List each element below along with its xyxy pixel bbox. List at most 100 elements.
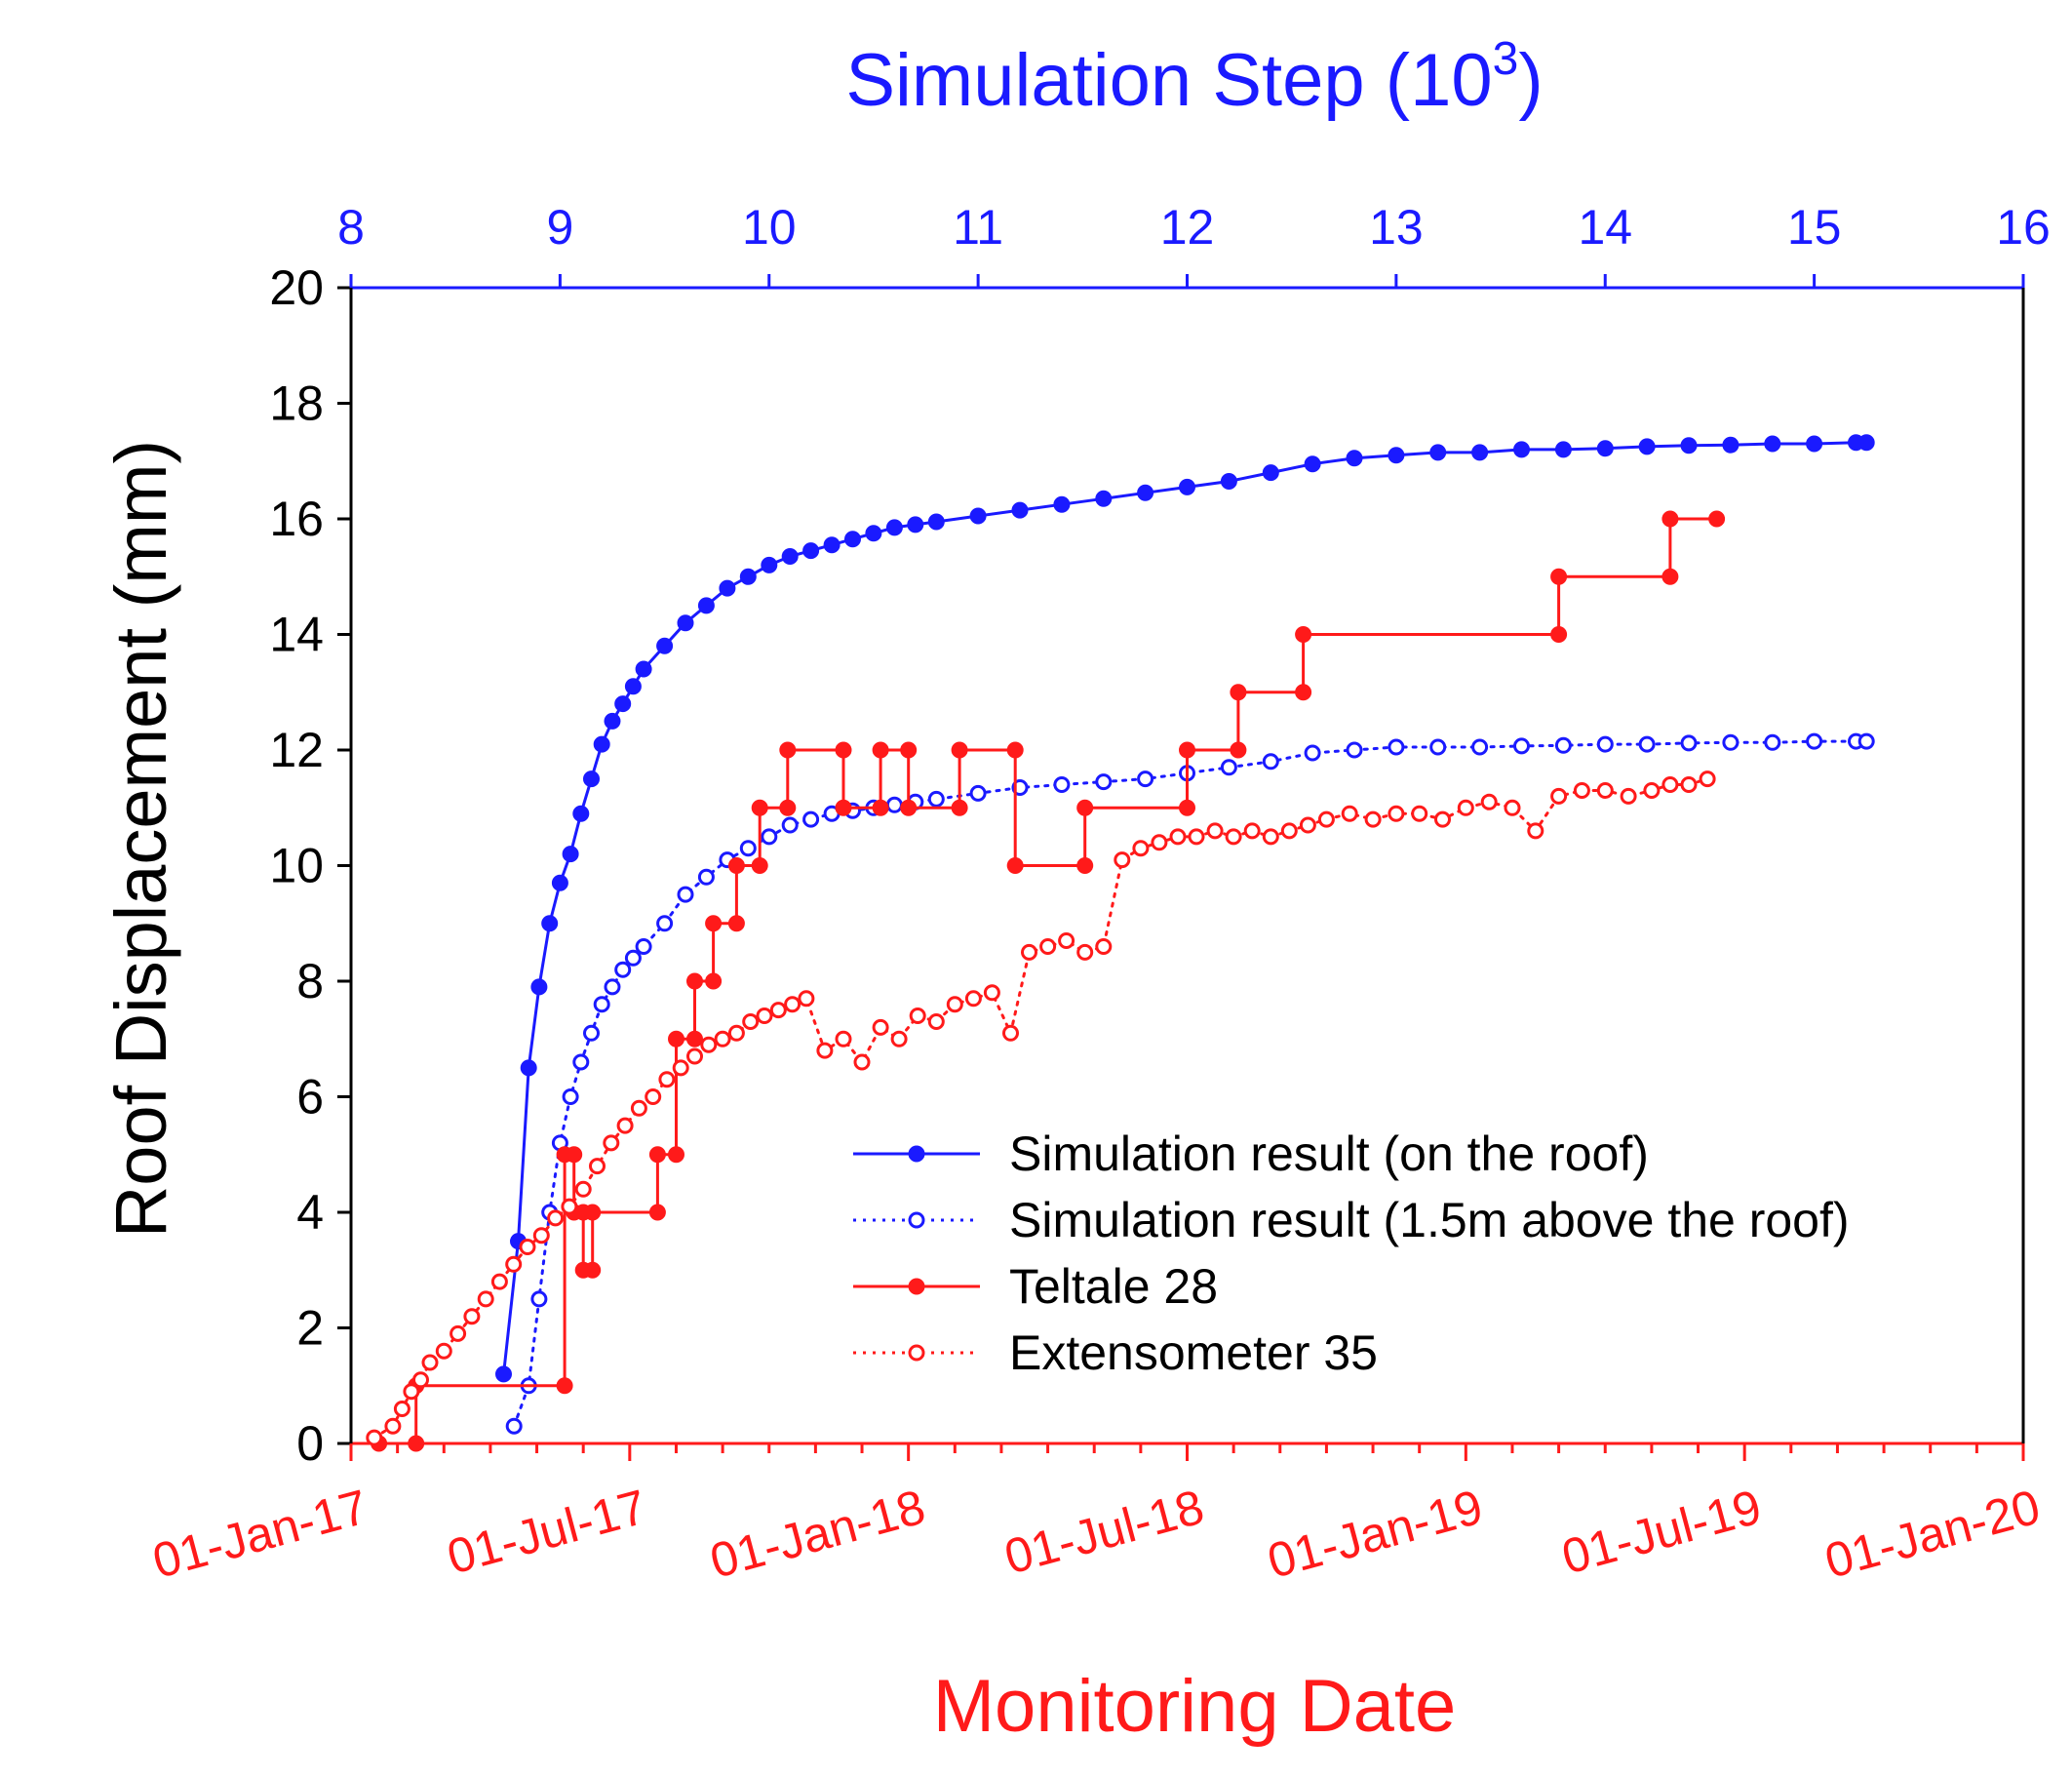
data-point xyxy=(1095,938,1113,955)
data-point xyxy=(614,695,632,713)
data-point xyxy=(697,597,715,614)
data-point xyxy=(1230,741,1247,759)
data-point xyxy=(1243,822,1261,840)
data-point xyxy=(1304,455,1321,473)
bottom-tick-label: 01-Jan-17 xyxy=(147,1480,373,1589)
data-point xyxy=(1002,1024,1019,1042)
data-point xyxy=(635,938,652,955)
data-point xyxy=(1471,738,1489,756)
data-point xyxy=(1053,776,1071,793)
data-point xyxy=(823,536,841,554)
top-tick-label: 8 xyxy=(337,200,365,255)
bottom-tick-label: 01-Jul-18 xyxy=(999,1480,1210,1585)
data-point xyxy=(1662,776,1679,793)
top-tick-label: 13 xyxy=(1369,200,1424,255)
data-point xyxy=(756,1008,773,1024)
data-point xyxy=(1457,799,1474,816)
y-tick-label: 14 xyxy=(269,608,324,662)
data-point xyxy=(1132,840,1150,857)
data-point xyxy=(1262,753,1279,770)
top-tick-label: 14 xyxy=(1578,200,1632,255)
data-point xyxy=(969,784,987,802)
data-point xyxy=(705,915,723,932)
data-point xyxy=(1076,799,1094,816)
data-point xyxy=(490,1273,508,1290)
data-point xyxy=(1179,799,1195,816)
data-point xyxy=(1011,501,1029,519)
data-point xyxy=(865,525,882,542)
data-point xyxy=(686,972,703,990)
data-point xyxy=(784,996,801,1013)
data-point xyxy=(648,1204,666,1221)
legend-label: Extensometer 35 xyxy=(1009,1325,1378,1380)
data-point xyxy=(520,1059,537,1077)
data-point xyxy=(463,1308,481,1325)
data-point xyxy=(1573,782,1590,799)
data-point xyxy=(739,840,757,857)
data-point xyxy=(583,1024,600,1042)
data-point xyxy=(1364,810,1382,828)
data-point xyxy=(835,1030,852,1047)
top-axis-title: Simulation Step (103) xyxy=(845,33,1543,122)
data-point xyxy=(519,1239,536,1255)
y-tick-label: 8 xyxy=(296,954,324,1008)
data-point xyxy=(435,1342,452,1360)
data-point xyxy=(1076,943,1094,961)
data-point xyxy=(951,741,968,759)
y-tick-label: 16 xyxy=(269,492,324,546)
data-point xyxy=(556,1377,573,1395)
data-point xyxy=(593,996,610,1013)
data-point xyxy=(583,770,600,788)
data-point xyxy=(1596,735,1614,753)
data-point xyxy=(927,513,945,531)
data-point xyxy=(835,799,852,816)
y-tick-label: 4 xyxy=(296,1185,324,1240)
data-point xyxy=(668,1146,684,1164)
data-point xyxy=(572,1053,590,1071)
data-point xyxy=(1806,732,1823,750)
data-point xyxy=(1346,741,1363,759)
data-point xyxy=(648,1146,666,1164)
data-point xyxy=(1341,805,1358,822)
data-point xyxy=(562,846,579,863)
data-point xyxy=(1169,828,1187,846)
data-point xyxy=(1554,441,1572,458)
legend-marker xyxy=(908,1344,925,1362)
data-point xyxy=(566,1146,583,1164)
data-point xyxy=(593,735,610,753)
bottom-tick-label: 01-Jan-18 xyxy=(705,1480,931,1589)
data-point xyxy=(1262,464,1279,482)
top-tick-label: 9 xyxy=(546,200,573,255)
data-point xyxy=(603,1134,620,1152)
data-point xyxy=(1662,568,1679,585)
data-point xyxy=(1550,787,1568,805)
data-point xyxy=(1346,450,1363,467)
data-point xyxy=(751,799,768,816)
data-point xyxy=(1680,734,1698,752)
data-point xyxy=(1699,770,1716,788)
series-2 xyxy=(371,510,1726,1452)
data-point xyxy=(742,1013,760,1030)
data-point xyxy=(1206,822,1224,840)
data-point xyxy=(1095,773,1113,791)
y-tick-label: 0 xyxy=(296,1416,324,1471)
data-point xyxy=(1550,568,1568,585)
data-point xyxy=(477,1290,494,1308)
series-line xyxy=(377,517,1719,1445)
data-point xyxy=(561,1198,578,1215)
data-point xyxy=(403,1383,420,1401)
data-point xyxy=(835,741,852,759)
data-point xyxy=(909,1008,926,1024)
data-point xyxy=(751,857,768,874)
data-point xyxy=(1764,733,1781,751)
data-point xyxy=(1114,851,1131,869)
data-point xyxy=(1513,737,1530,755)
data-point xyxy=(393,1401,410,1417)
legend-marker xyxy=(908,1211,925,1229)
data-point xyxy=(604,978,621,996)
data-point xyxy=(624,949,642,967)
legend: Simulation result (on the roof) Simulatio… xyxy=(853,1126,1850,1380)
data-point xyxy=(872,799,889,816)
data-point xyxy=(1662,510,1679,528)
data-point xyxy=(584,1204,602,1221)
